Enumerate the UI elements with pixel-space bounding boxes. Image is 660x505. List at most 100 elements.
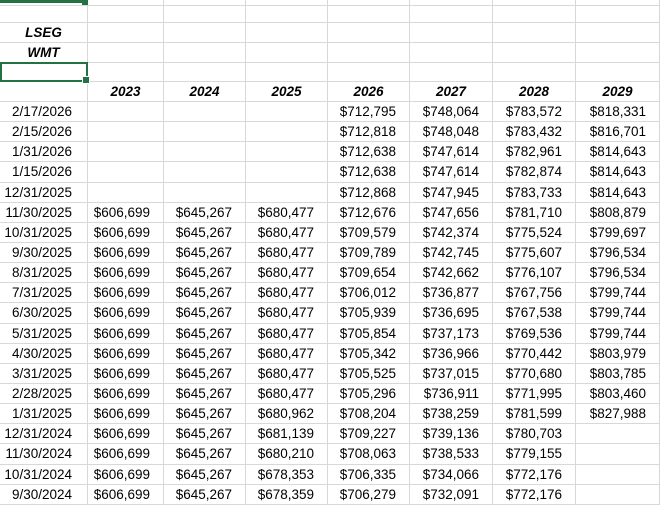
value-cell[interactable]: $680,477 [246, 222, 328, 243]
date-cell[interactable]: 10/31/2024 [0, 464, 88, 485]
value-cell[interactable] [246, 162, 328, 183]
value-cell[interactable]: $680,477 [246, 303, 328, 324]
value-cell[interactable]: $606,699 [88, 424, 164, 445]
value-cell[interactable]: $796,534 [576, 263, 660, 284]
value-cell[interactable]: $680,210 [246, 444, 328, 465]
value-cell[interactable]: $645,267 [164, 444, 246, 465]
cut-off-fill-handle-icon[interactable] [82, 0, 88, 5]
value-cell[interactable]: $706,012 [328, 283, 410, 304]
value-cell[interactable]: $645,267 [164, 323, 246, 344]
value-cell[interactable]: $780,703 [493, 424, 576, 445]
value-cell[interactable]: $645,267 [164, 283, 246, 304]
value-cell[interactable] [246, 182, 328, 203]
value-cell[interactable]: $606,699 [88, 343, 164, 364]
empty-cell[interactable] [328, 63, 410, 82]
value-cell[interactable]: $769,536 [493, 323, 576, 344]
value-cell[interactable]: $678,359 [246, 484, 328, 505]
empty-cell[interactable] [88, 0, 164, 6]
value-cell[interactable]: $645,267 [164, 383, 246, 405]
empty-cell[interactable] [493, 0, 576, 6]
value-cell[interactable]: $779,155 [493, 444, 576, 465]
value-cell[interactable]: $645,267 [164, 202, 246, 223]
empty-cell[interactable] [410, 43, 493, 63]
empty-cell[interactable] [0, 82, 88, 102]
value-cell[interactable]: $747,614 [410, 142, 493, 163]
value-cell[interactable]: $799,697 [576, 222, 660, 243]
date-cell[interactable]: 3/31/2025 [0, 363, 88, 384]
value-cell[interactable] [164, 102, 246, 123]
empty-cell[interactable] [246, 43, 328, 63]
year-header-2024[interactable]: 2024 [164, 82, 246, 102]
empty-cell[interactable] [246, 23, 328, 43]
value-cell[interactable]: $606,699 [88, 464, 164, 485]
value-cell[interactable]: $742,374 [410, 222, 493, 243]
value-cell[interactable]: $738,533 [410, 444, 493, 465]
empty-cell[interactable] [328, 23, 410, 43]
year-header-2027[interactable]: 2027 [410, 82, 493, 102]
value-cell[interactable]: $816,701 [576, 122, 660, 143]
value-cell[interactable]: $783,432 [493, 122, 576, 143]
value-cell[interactable]: $705,854 [328, 323, 410, 344]
value-cell[interactable]: $775,524 [493, 222, 576, 243]
date-cell[interactable]: 10/31/2025 [0, 222, 88, 243]
value-cell[interactable]: $645,267 [164, 343, 246, 364]
value-cell[interactable]: $606,699 [88, 484, 164, 505]
year-header-2028[interactable]: 2028 [493, 82, 576, 102]
value-cell[interactable] [576, 424, 660, 445]
empty-cell[interactable] [576, 6, 660, 23]
value-cell[interactable]: $799,744 [576, 323, 660, 344]
value-cell[interactable]: $803,460 [576, 383, 660, 405]
value-cell[interactable]: $709,227 [328, 424, 410, 445]
value-cell[interactable]: $645,267 [164, 242, 246, 264]
value-cell[interactable]: $606,699 [88, 283, 164, 304]
value-cell[interactable]: $681,139 [246, 424, 328, 445]
value-cell[interactable]: $606,699 [88, 303, 164, 324]
value-cell[interactable] [164, 162, 246, 183]
date-cell[interactable]: 11/30/2025 [0, 202, 88, 223]
value-cell[interactable]: $748,064 [410, 102, 493, 123]
value-cell[interactable] [246, 142, 328, 163]
value-cell[interactable]: $736,911 [410, 383, 493, 405]
empty-cell[interactable] [164, 23, 246, 43]
value-cell[interactable]: $706,335 [328, 464, 410, 485]
value-cell[interactable]: $772,176 [493, 484, 576, 505]
date-cell[interactable]: 1/15/2026 [0, 162, 88, 183]
date-cell[interactable]: 1/31/2025 [0, 404, 88, 425]
empty-cell[interactable] [88, 23, 164, 43]
value-cell[interactable]: $737,015 [410, 363, 493, 384]
value-cell[interactable]: $781,599 [493, 404, 576, 425]
value-cell[interactable] [576, 444, 660, 465]
value-cell[interactable]: $606,699 [88, 383, 164, 405]
value-cell[interactable]: $606,699 [88, 444, 164, 465]
value-cell[interactable]: $818,331 [576, 102, 660, 123]
value-cell[interactable] [88, 162, 164, 183]
value-cell[interactable]: $796,534 [576, 242, 660, 264]
fill-handle-icon[interactable] [82, 76, 90, 84]
value-cell[interactable] [88, 182, 164, 203]
value-cell[interactable]: $705,342 [328, 343, 410, 364]
value-cell[interactable]: $775,607 [493, 242, 576, 264]
empty-cell[interactable] [164, 0, 246, 6]
empty-cell[interactable] [328, 6, 410, 23]
value-cell[interactable]: $803,785 [576, 363, 660, 384]
empty-cell[interactable] [410, 23, 493, 43]
value-cell[interactable]: $606,699 [88, 222, 164, 243]
value-cell[interactable]: $705,525 [328, 363, 410, 384]
value-cell[interactable] [246, 122, 328, 143]
value-cell[interactable]: $606,699 [88, 323, 164, 344]
value-cell[interactable]: $712,818 [328, 122, 410, 143]
value-cell[interactable]: $783,572 [493, 102, 576, 123]
date-cell[interactable]: 2/17/2026 [0, 102, 88, 123]
value-cell[interactable]: $767,756 [493, 283, 576, 304]
value-cell[interactable]: $645,267 [164, 303, 246, 324]
value-cell[interactable] [246, 102, 328, 123]
empty-cell[interactable] [0, 6, 88, 23]
value-cell[interactable]: $678,353 [246, 464, 328, 485]
value-cell[interactable]: $705,296 [328, 383, 410, 405]
year-header-2023[interactable]: 2023 [88, 82, 164, 102]
label-wmt[interactable]: WMT [0, 43, 88, 63]
value-cell[interactable]: $782,961 [493, 142, 576, 163]
value-cell[interactable]: $782,874 [493, 162, 576, 183]
empty-cell[interactable] [164, 6, 246, 23]
value-cell[interactable]: $712,676 [328, 202, 410, 223]
